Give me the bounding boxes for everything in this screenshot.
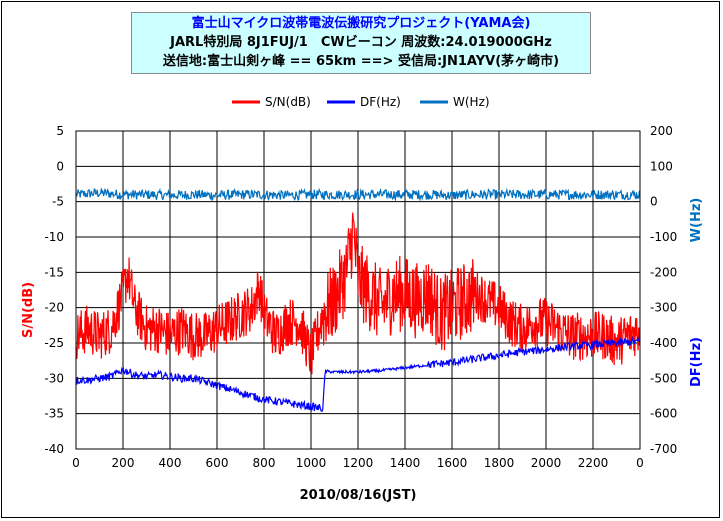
x-tick-label: 1600 xyxy=(437,456,468,470)
y-left-tick-label: -25 xyxy=(44,336,64,350)
y-left-tick-label: -20 xyxy=(44,301,64,315)
y-right-tick-label: -300 xyxy=(650,301,677,315)
y-axis-right-df-label: DF(Hz) xyxy=(689,337,704,387)
chart-subtitle-2: 送信地:富士山剣ヶ峰 == 65km ==> 受信局:JN1AYV(茅ヶ崎市) xyxy=(162,54,560,69)
y-right-tick-label: -200 xyxy=(650,265,677,279)
y-left-tick-label: -15 xyxy=(44,265,64,279)
legend-label: DF(Hz) xyxy=(360,95,401,109)
x-tick-label: 1000 xyxy=(296,456,327,470)
y-left-tick-label: -30 xyxy=(44,371,64,385)
x-tick-label: 0 xyxy=(636,456,644,470)
x-tick-label: 800 xyxy=(253,456,276,470)
y-right-tick-label: 200 xyxy=(650,124,673,138)
series-layer xyxy=(75,187,641,413)
y-left-tick-label: 0 xyxy=(56,159,64,173)
chart-subtitle-1: JARL特別局 8J1FUJ/1 CWビーコン 周波数:24.019000GHz xyxy=(170,35,552,50)
y-right-tick-label: -100 xyxy=(650,230,677,244)
y-left-tick-label: -35 xyxy=(44,407,64,421)
x-tick-label: 1400 xyxy=(390,456,421,470)
series-line-dfhz xyxy=(75,335,641,413)
y-axis-right-w-label: W(Hz) xyxy=(689,198,704,243)
legend-label: W(Hz) xyxy=(453,95,490,109)
y-right-tick-label: -500 xyxy=(650,371,677,385)
x-tick-label: 0 xyxy=(72,456,80,470)
plot-area xyxy=(75,130,641,450)
x-tick-label: 200 xyxy=(112,456,135,470)
y-right-tick-label: -700 xyxy=(650,442,677,456)
x-tick-label: 2000 xyxy=(531,456,562,470)
series-line-sndb xyxy=(75,212,641,375)
y-left-tick-label: -10 xyxy=(44,230,64,244)
y-right-tick-label: -600 xyxy=(650,407,677,421)
tick-labels: 0 200 400 600 800 1000 1200 1400 1600 1800 2000 220… xyxy=(44,124,677,470)
chart-title-box: 富士山マイクロ波帯電波伝搬研究プロジェクト(YAMA会) JARL特別局 8J1… xyxy=(131,12,591,74)
y-right-tick-label: -400 xyxy=(650,336,677,350)
y-left-tick-label: -5 xyxy=(52,195,64,209)
x-tick-label: 400 xyxy=(159,456,182,470)
y-right-tick-label: 0 xyxy=(650,195,658,209)
y-axis-left-label: S/N(dB) xyxy=(21,282,36,338)
y-left-tick-label: -40 xyxy=(44,442,64,456)
x-tick-label: 1800 xyxy=(484,456,515,470)
x-tick-label: 1200 xyxy=(343,456,374,470)
x-axis-label: 2010/08/16(JST) xyxy=(300,488,417,503)
legend: S/N(dB) DF(Hz) W(Hz) xyxy=(232,95,490,109)
x-tick-label: 600 xyxy=(206,456,229,470)
legend-label: S/N(dB) xyxy=(265,95,311,109)
series-line-whz xyxy=(75,187,641,202)
y-right-tick-label: 100 xyxy=(650,159,673,173)
chart-title: 富士山マイクロ波帯電波伝搬研究プロジェクト(YAMA会) xyxy=(191,16,531,31)
x-tick-label: 2200 xyxy=(578,456,609,470)
y-left-tick-label: 5 xyxy=(56,124,64,138)
